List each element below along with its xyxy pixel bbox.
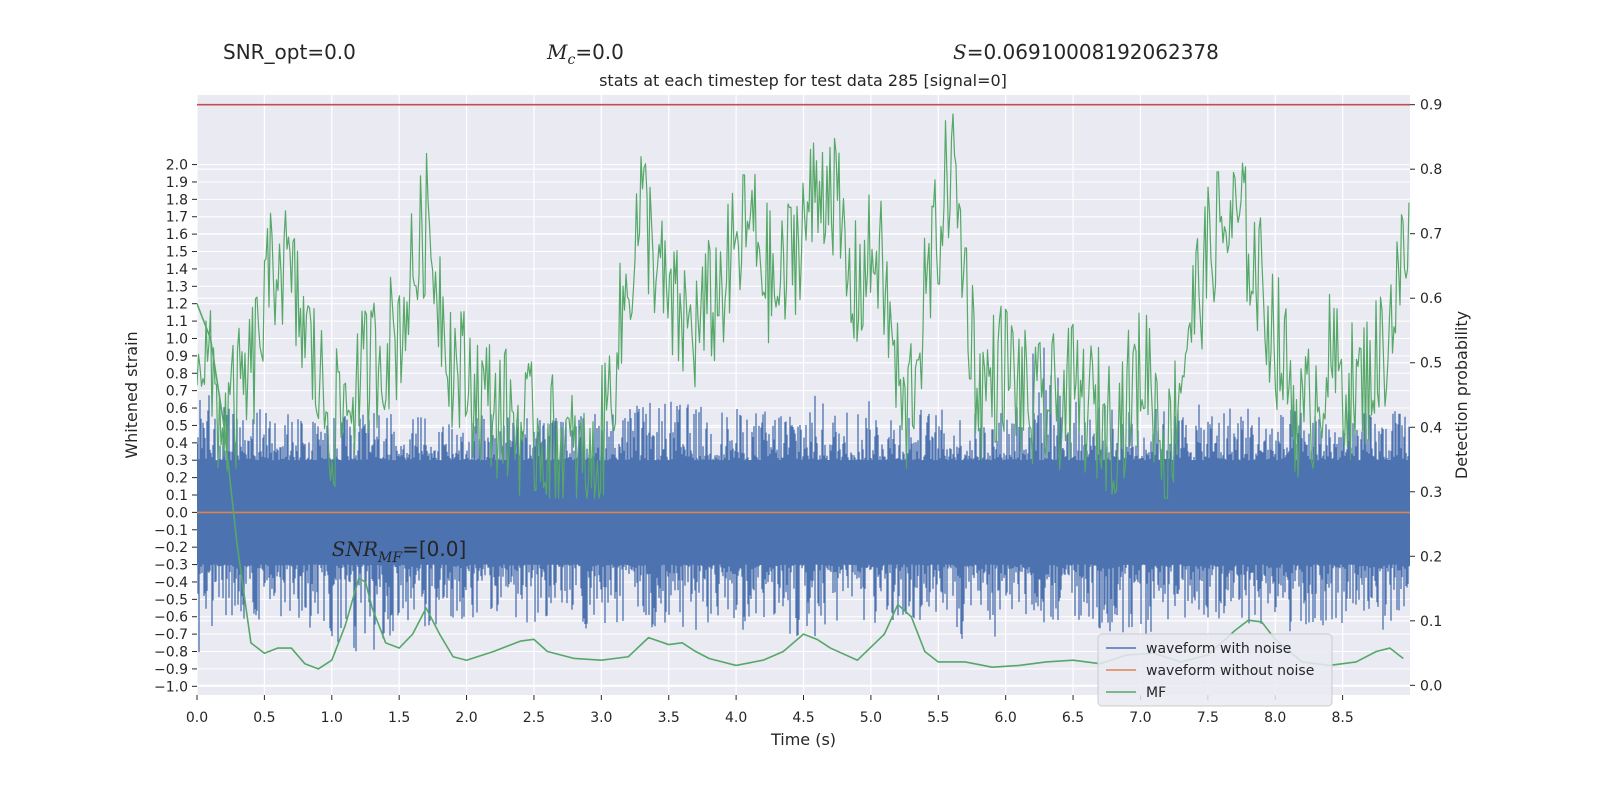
y-tick-label-left: 1.5 bbox=[166, 245, 188, 261]
y-tick-label-left: 0.4 bbox=[166, 436, 188, 452]
x-tick-label: 5.0 bbox=[860, 710, 882, 726]
y-tick-label-left: −0.2 bbox=[154, 540, 188, 556]
y-tick-label-right: 0.8 bbox=[1420, 162, 1442, 178]
y-tick-label-left: 1.9 bbox=[166, 175, 188, 191]
s-symbol: S bbox=[953, 40, 967, 64]
y-tick-label-left: 1.7 bbox=[166, 210, 188, 226]
y-tick-label-left: −0.3 bbox=[154, 558, 188, 574]
legend-label: MF bbox=[1146, 685, 1166, 701]
legend: waveform with noise waveform without nois… bbox=[1097, 633, 1333, 707]
snr-mf-annotation: SNRMF=[0.0] bbox=[332, 537, 467, 566]
x-tick-label: 4.5 bbox=[792, 710, 814, 726]
y-tick-label-left: 2.0 bbox=[166, 158, 188, 174]
snr-mf-subscript: MF bbox=[377, 550, 403, 566]
y-tick-label-right: 0.4 bbox=[1420, 420, 1442, 436]
x-tick-label: 3.0 bbox=[590, 710, 612, 726]
x-tick-label: 3.5 bbox=[658, 710, 680, 726]
y-tick-label-left: 1.4 bbox=[166, 262, 188, 278]
y-tick-label-left: 1.8 bbox=[166, 192, 188, 208]
x-tick-label: 6.0 bbox=[995, 710, 1017, 726]
legend-label: waveform with noise bbox=[1146, 641, 1291, 657]
x-axis-label: Time (s) bbox=[770, 730, 836, 749]
x-tick-label: 5.5 bbox=[927, 710, 949, 726]
s-value: =0.06910008192062378 bbox=[966, 40, 1219, 64]
y-tick-label-right: 0.1 bbox=[1420, 614, 1442, 630]
y-tick-label-left: 1.6 bbox=[166, 227, 188, 243]
x-tick-label: 2.0 bbox=[455, 710, 477, 726]
y-tick-label-left: 0.2 bbox=[166, 471, 188, 487]
y-axis-label-left: Whitened strain bbox=[122, 331, 141, 458]
x-tick-label: 0.0 bbox=[186, 710, 208, 726]
y-tick-label-right: 0.6 bbox=[1420, 291, 1442, 307]
y-tick-label-left: 0.8 bbox=[166, 366, 188, 382]
axes: 0.0 0.5 1.0 1.5 2.0 2.5 3.0 3.5 4.0 4.5 5.0 5.5 6.0 6… bbox=[154, 98, 1442, 726]
x-tick-label: 8.0 bbox=[1264, 710, 1286, 726]
mc-symbol: M bbox=[547, 40, 568, 64]
y-tick-label-right: 0.7 bbox=[1420, 227, 1442, 243]
y-axis-label-right: Detection probability bbox=[1452, 311, 1471, 479]
chart-title: stats at each timestep for test data 285… bbox=[599, 71, 1007, 90]
detection-probability-line bbox=[197, 113, 1410, 499]
snr-opt-text: SNR_opt=0.0 bbox=[223, 40, 356, 64]
y-tick-label-left: 1.3 bbox=[166, 279, 188, 295]
x-tick-label: 1.0 bbox=[321, 710, 343, 726]
y-tick-label-left: 1.1 bbox=[166, 314, 188, 330]
y-tick-label-right: 0.0 bbox=[1420, 678, 1442, 694]
x-tick-label: 7.5 bbox=[1197, 710, 1219, 726]
y-tick-label-left: −0.9 bbox=[154, 662, 188, 678]
y-tick-label-right: 0.3 bbox=[1420, 485, 1442, 501]
y-tick-label-left: −0.4 bbox=[154, 575, 188, 591]
y-tick-label-left: 0.7 bbox=[166, 384, 188, 400]
y-tick-label-right: 0.9 bbox=[1420, 98, 1442, 114]
x-tick-label: 4.0 bbox=[725, 710, 747, 726]
series-group bbox=[197, 103, 1410, 670]
mc-subscript: c bbox=[567, 52, 576, 68]
y-tick-label-left: 0.0 bbox=[166, 505, 188, 521]
y-tick-label-left: 1.0 bbox=[166, 331, 188, 347]
y-tick-label-left: −0.6 bbox=[154, 610, 188, 626]
legend-box bbox=[1097, 633, 1333, 707]
y-tick-label-left: 0.6 bbox=[166, 401, 188, 417]
y-tick-label-right: 0.5 bbox=[1420, 356, 1442, 372]
header-s-stat: S=0.06910008192062378 bbox=[953, 40, 1219, 64]
waveform-with-noise bbox=[197, 347, 1410, 653]
x-tick-label: 8.5 bbox=[1331, 710, 1353, 726]
x-tick-label: 7.0 bbox=[1129, 710, 1151, 726]
header-snr-opt: SNR_opt=0.0 bbox=[223, 40, 356, 64]
y-tick-label-left: −0.8 bbox=[154, 645, 188, 661]
y-tick-label-left: 1.2 bbox=[166, 297, 188, 313]
x-tick-label: 0.5 bbox=[253, 710, 275, 726]
x-tick-label: 6.5 bbox=[1062, 710, 1084, 726]
snr-mf-suffix: =[0.0] bbox=[402, 537, 466, 561]
mc-value: =0.0 bbox=[575, 40, 624, 64]
y-tick-label-left: 0.5 bbox=[166, 418, 188, 434]
y-tick-label-left: −0.7 bbox=[154, 627, 188, 643]
y-tick-label-right: 0.2 bbox=[1420, 549, 1442, 565]
snr-mf-prefix: SNR bbox=[332, 537, 378, 561]
x-tick-label: 1.5 bbox=[388, 710, 410, 726]
x-tick-label: 2.5 bbox=[523, 710, 545, 726]
y-tick-label-left: 0.9 bbox=[166, 349, 188, 365]
y-tick-label-left: 0.1 bbox=[166, 488, 188, 504]
header-chirp-mass: Mc=0.0 bbox=[547, 40, 624, 68]
legend-label: waveform without noise bbox=[1146, 663, 1314, 679]
y-tick-label-left: −0.1 bbox=[154, 523, 188, 539]
data-layer bbox=[197, 103, 1410, 670]
y-tick-label-left: 0.3 bbox=[166, 453, 188, 469]
y-tick-label-left: −0.5 bbox=[154, 592, 188, 608]
y-tick-label-left: −1.0 bbox=[154, 679, 188, 695]
